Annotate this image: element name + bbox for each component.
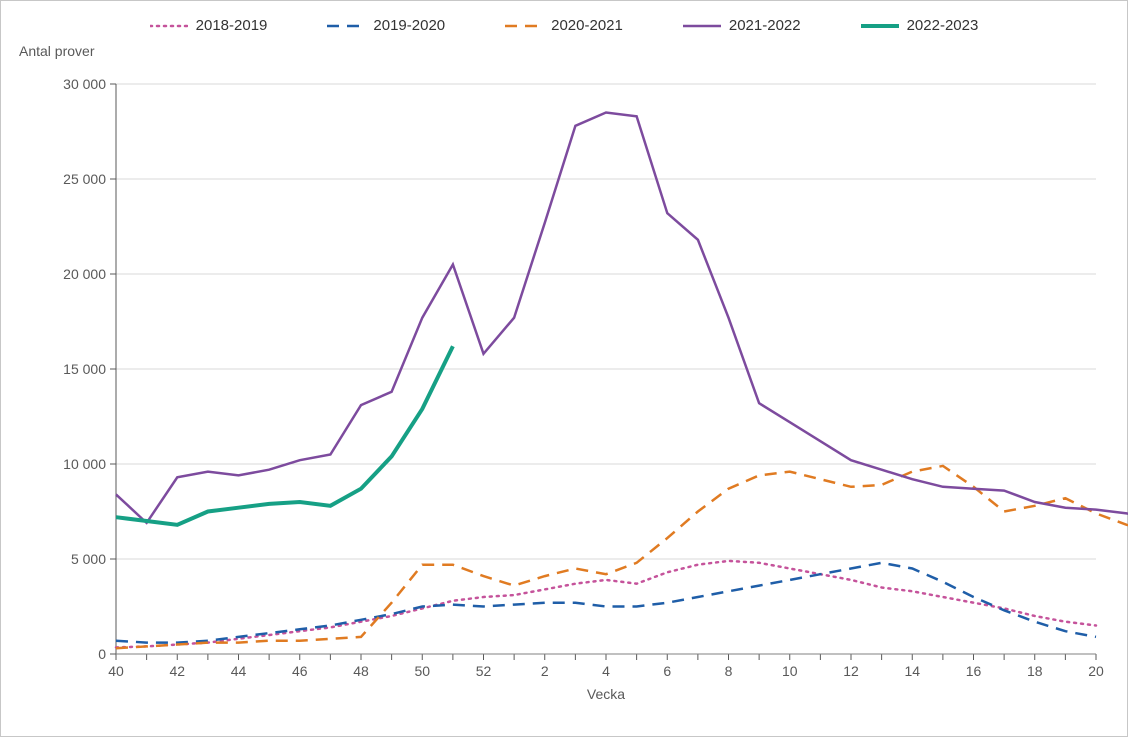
legend-item-s2020: 2020-2021 — [505, 17, 623, 34]
x-tick-label: 20 — [1088, 663, 1104, 679]
x-tick-label: 44 — [231, 663, 247, 679]
series-line-s2021 — [116, 113, 1128, 523]
legend-label: 2020-2021 — [551, 17, 623, 34]
x-tick-label: 52 — [476, 663, 492, 679]
x-axis-title: Vecka — [587, 686, 625, 702]
y-tick-label: 30 000 — [63, 76, 106, 92]
legend-swatch — [505, 19, 543, 33]
legend-item-s2021: 2021-2022 — [683, 17, 801, 34]
series-line-s2020 — [116, 466, 1128, 648]
legend-item-s2022: 2022-2023 — [861, 17, 979, 34]
chart-plot: Antal prover 0 5 000 10 000 15 000 20 000 25 0… — [1, 34, 1128, 721]
legend-swatch — [861, 19, 899, 33]
y-tick-label: 0 — [98, 646, 106, 662]
y-tick-label: 5 000 — [71, 551, 106, 567]
x-tick-label: 48 — [353, 663, 369, 679]
y-tick-label: 25 000 — [63, 171, 106, 187]
legend-swatch — [683, 19, 721, 33]
series-line-s2022 — [116, 346, 453, 525]
x-tick-label: 14 — [904, 663, 920, 679]
legend-item-s2018: 2018-2019 — [150, 17, 268, 34]
legend-swatch — [327, 19, 365, 33]
x-tick-label: 10 — [782, 663, 798, 679]
x-tick-label: 42 — [169, 663, 185, 679]
legend-label: 2019-2020 — [373, 17, 445, 34]
y-tick-label: 15 000 — [63, 361, 106, 377]
x-tick-label: 50 — [414, 663, 430, 679]
x-tick-label: 6 — [663, 663, 671, 679]
x-tick-label: 16 — [966, 663, 982, 679]
legend-swatch — [150, 19, 188, 33]
legend-item-s2019: 2019-2020 — [327, 17, 445, 34]
y-tick-label: 10 000 — [63, 456, 106, 472]
legend-label: 2018-2019 — [196, 17, 268, 34]
x-tick-label: 18 — [1027, 663, 1043, 679]
x-tick-label: 12 — [843, 663, 859, 679]
y-axis-title: Antal prover — [19, 43, 95, 59]
x-tick-label: 4 — [602, 663, 610, 679]
legend: 2018-2019 2019-2020 2020-2021 2021-2022 2022… — [1, 1, 1127, 34]
legend-label: 2022-2023 — [907, 17, 979, 34]
x-tick-label: 40 — [108, 663, 124, 679]
x-tick-label: 2 — [541, 663, 549, 679]
x-tick-label: 46 — [292, 663, 308, 679]
legend-label: 2021-2022 — [729, 17, 801, 34]
chart-container: 2018-20192019-20202020-20212021-20222022… — [0, 0, 1128, 737]
y-tick-label: 20 000 — [63, 266, 106, 282]
x-tick-label: 8 — [725, 663, 733, 679]
